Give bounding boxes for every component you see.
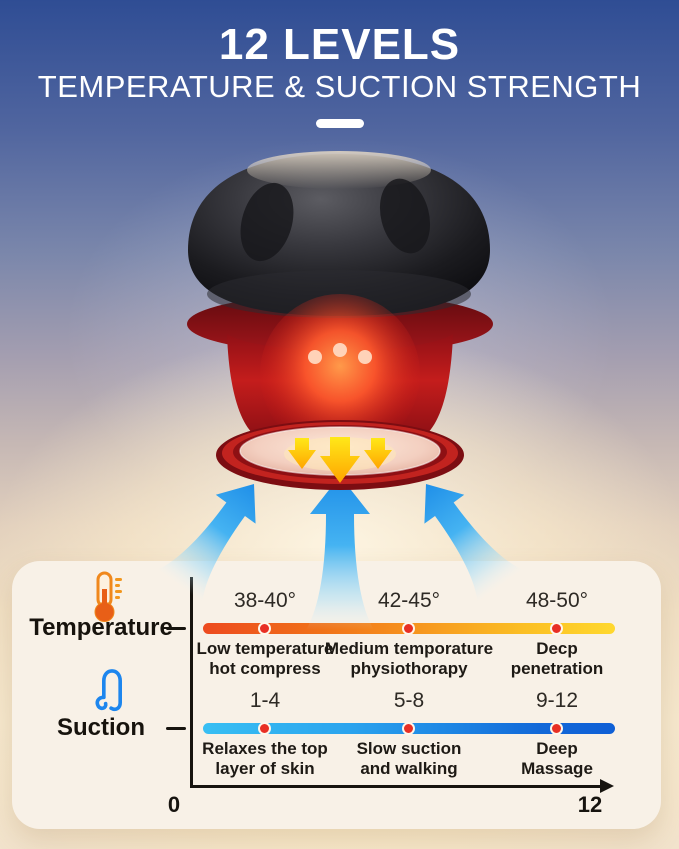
temperature-desc-2: Medium temporature physiothorapy — [324, 639, 494, 678]
temperature-marker-1 — [258, 622, 271, 635]
suction-icon — [92, 667, 136, 717]
temperature-axis-tick — [166, 627, 186, 630]
temperature-desc-1: Low temperature hot compress — [196, 639, 334, 678]
page-title: 12 LEVELS — [218, 20, 461, 69]
y-axis-line — [190, 577, 193, 787]
page-subtitle: TEMPERATURE & SUCTION STRENGTH — [37, 69, 642, 105]
temperature-range-2: 42-45° — [377, 589, 441, 612]
x-axis-max-label: 12 — [577, 792, 603, 817]
temperature-desc-3: Decp penetration — [510, 639, 604, 678]
suction-range-1: 1-4 — [249, 689, 281, 712]
suction-desc-2: Slow suction and walking — [356, 739, 462, 778]
suction-range-3: 9-12 — [535, 689, 579, 712]
suction-marker-2 — [402, 722, 415, 735]
temperature-marker-3 — [550, 622, 563, 635]
suction-marker-1 — [258, 722, 271, 735]
suction-range-2: 5-8 — [393, 689, 425, 712]
suction-desc-3: Deep Massage — [521, 739, 593, 778]
temperature-range-3: 48-50° — [525, 589, 589, 612]
temperature-marker-2 — [402, 622, 415, 635]
suction-marker-3 — [550, 722, 563, 735]
x-axis-line — [190, 785, 602, 788]
suction-desc-1: Relaxes the top layer of skin — [202, 739, 328, 778]
suction-axis-tick — [166, 727, 186, 730]
thermometer-icon — [88, 571, 132, 622]
suction-row-label: Suction — [57, 714, 145, 741]
title-underline-dash — [315, 119, 364, 129]
temperature-row-label: Temperature — [29, 614, 173, 641]
x-axis-arrowhead — [600, 779, 614, 793]
header: 12 LEVELS TEMPERATURE & SUCTION STRENGTH — [0, 20, 679, 129]
x-axis-origin-label: 0 — [167, 792, 181, 817]
levels-chart-panel: 0 12 Temperature 38-40° 42-45° 48-50° Lo… — [12, 561, 661, 829]
